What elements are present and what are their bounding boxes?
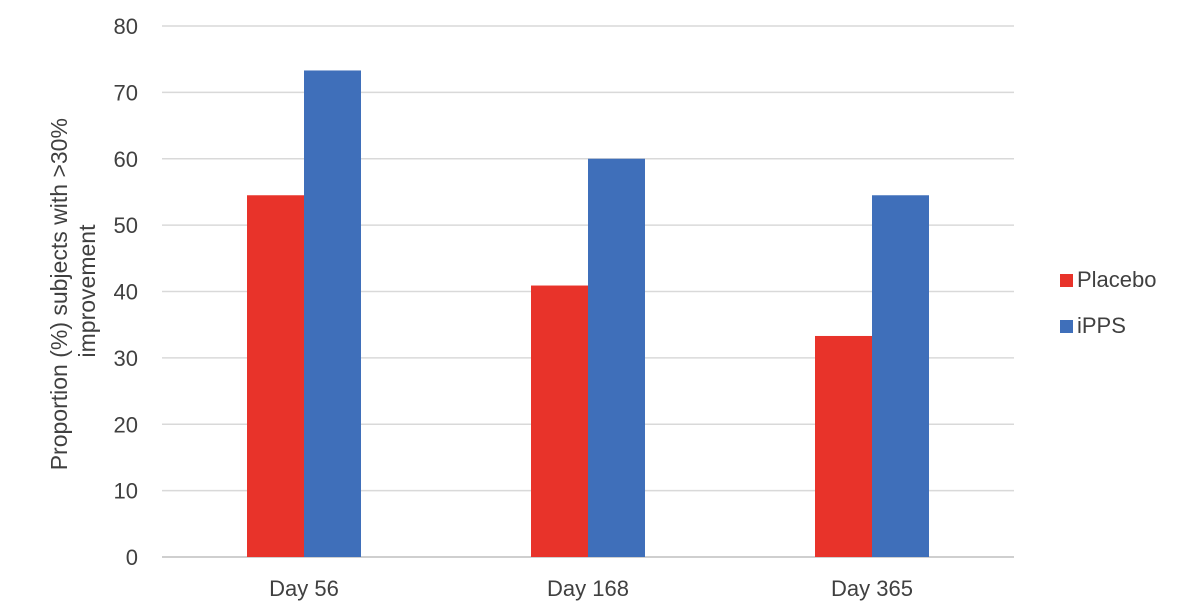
- y-axis-title-line-1: Proportion (%) subjects with >30%: [46, 118, 72, 470]
- x-tick-label: Day 168: [547, 576, 629, 601]
- y-tick-label: 70: [114, 80, 138, 105]
- bar-ipps-day-168: [588, 158, 645, 557]
- x-tick-label: Day 56: [269, 576, 339, 601]
- legend: Placebo iPPS: [1060, 267, 1157, 338]
- y-tick-label: 20: [114, 412, 138, 437]
- legend-label-ipps: iPPS: [1077, 313, 1126, 338]
- y-axis-title: Proportion (%) subjects with >30% improv…: [46, 112, 100, 471]
- legend-swatch-placebo: [1060, 274, 1073, 287]
- y-tick-label: 40: [114, 280, 138, 305]
- y-tick-label: 30: [114, 346, 138, 371]
- bar-placebo-day-56: [247, 195, 304, 557]
- y-tick-label: 80: [114, 14, 138, 39]
- y-axis-tick-labels: 0 10 20 30 40 50 60 70 80: [114, 14, 138, 570]
- x-tick-label: Day 365: [831, 576, 913, 601]
- bar-ipps-day-365: [872, 195, 929, 557]
- bar-placebo-day-365: [815, 335, 872, 557]
- y-tick-label: 50: [114, 213, 138, 238]
- y-tick-label: 10: [114, 479, 138, 504]
- y-axis-title-line-2: improvement: [74, 224, 100, 358]
- y-tick-label: 0: [126, 545, 138, 570]
- y-tick-label: 60: [114, 147, 138, 172]
- legend-swatch-ipps: [1060, 320, 1073, 333]
- bar-placebo-day-168: [531, 285, 588, 557]
- legend-label-placebo: Placebo: [1077, 267, 1157, 292]
- x-axis-tick-labels: Day 56 Day 168 Day 365: [269, 576, 913, 601]
- bar-ipps-day-56: [304, 70, 361, 557]
- bars: [247, 70, 929, 557]
